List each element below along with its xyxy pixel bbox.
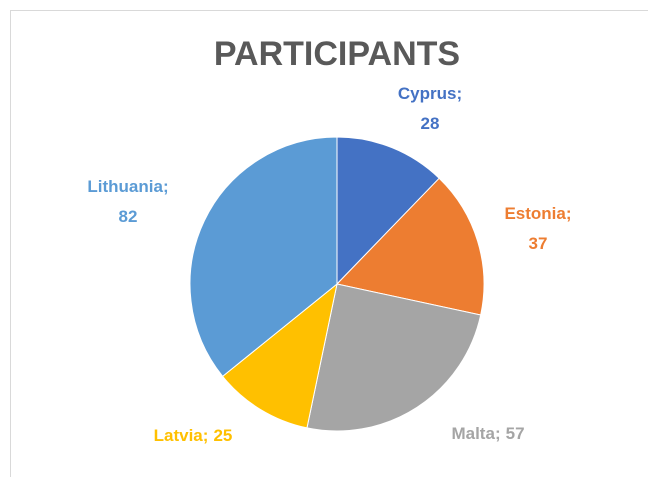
data-label: Lithuania; 82: [87, 177, 168, 226]
label-value: 57: [506, 424, 525, 443]
label-value: 28: [421, 114, 440, 133]
label-separator: ;: [456, 84, 462, 103]
label-name: Estonia: [504, 204, 566, 223]
pie-slice: [306, 283, 482, 432]
label-name: Latvia: [154, 426, 204, 445]
label-value: 37: [529, 234, 548, 253]
label-value: 82: [119, 207, 138, 226]
data-label: Latvia; 25: [154, 426, 233, 445]
label-name: Malta: [451, 424, 495, 443]
pie-slice: [189, 136, 338, 378]
chart-title: PARTICIPANTS: [214, 35, 460, 73]
label-separator: ;: [163, 177, 169, 196]
label-value: 25: [213, 426, 232, 445]
label-name: Cyprus: [398, 84, 457, 103]
pie-slice: [336, 136, 440, 286]
data-label: Estonia; 37: [504, 204, 571, 253]
pie-slice: [221, 282, 338, 429]
label-name: Lithuania: [87, 177, 163, 196]
label-separator: ;: [203, 426, 209, 445]
label-separator: ;: [566, 204, 572, 223]
data-label: Malta; 57: [451, 424, 524, 443]
pie-slice: [336, 177, 485, 316]
data-label: Cyprus; 28: [398, 84, 462, 133]
label-separator: ;: [495, 424, 501, 443]
